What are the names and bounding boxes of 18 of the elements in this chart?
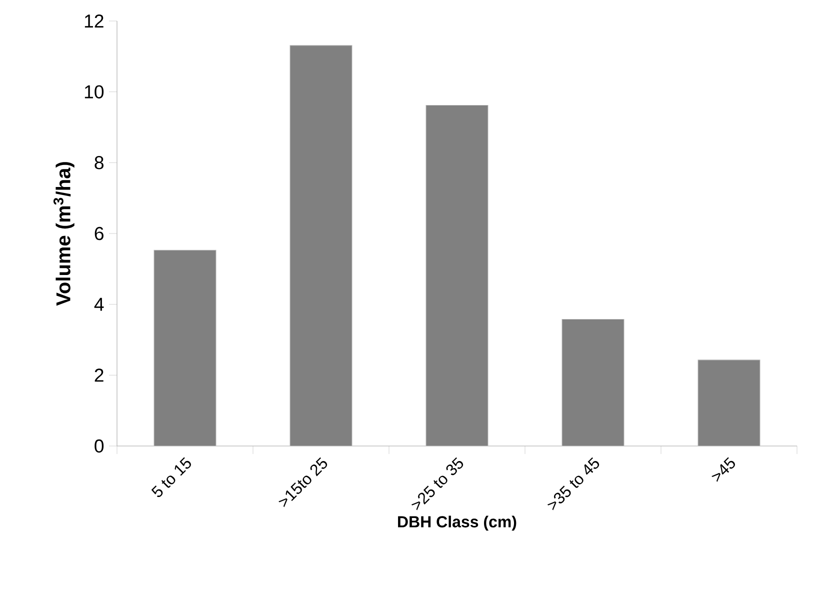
y-tick-label: 6 [94,226,104,240]
x-tick-label: >25 to 35 [411,457,464,510]
x-tick-label: >45 [712,457,735,482]
bar [426,105,488,446]
x-axis-title: DBH Class (cm) [398,516,516,531]
y-tick-label: 8 [94,156,104,170]
x-tick-label: 5 to 15 [151,457,191,498]
x-tick-label: >35 to 45 [547,457,600,510]
y-tick-label: 0 [94,439,104,453]
y-tick-label: 10 [84,85,104,98]
bar [698,360,760,446]
y-axis-title: Volume (m$^{3}$/ha) [53,162,74,306]
y-tick-label: 12 [84,14,104,28]
y-tick-label: 4 [94,298,104,311]
bar [154,250,216,446]
y-tick-label: 2 [94,368,104,382]
bar [290,45,352,446]
bar [562,318,624,446]
